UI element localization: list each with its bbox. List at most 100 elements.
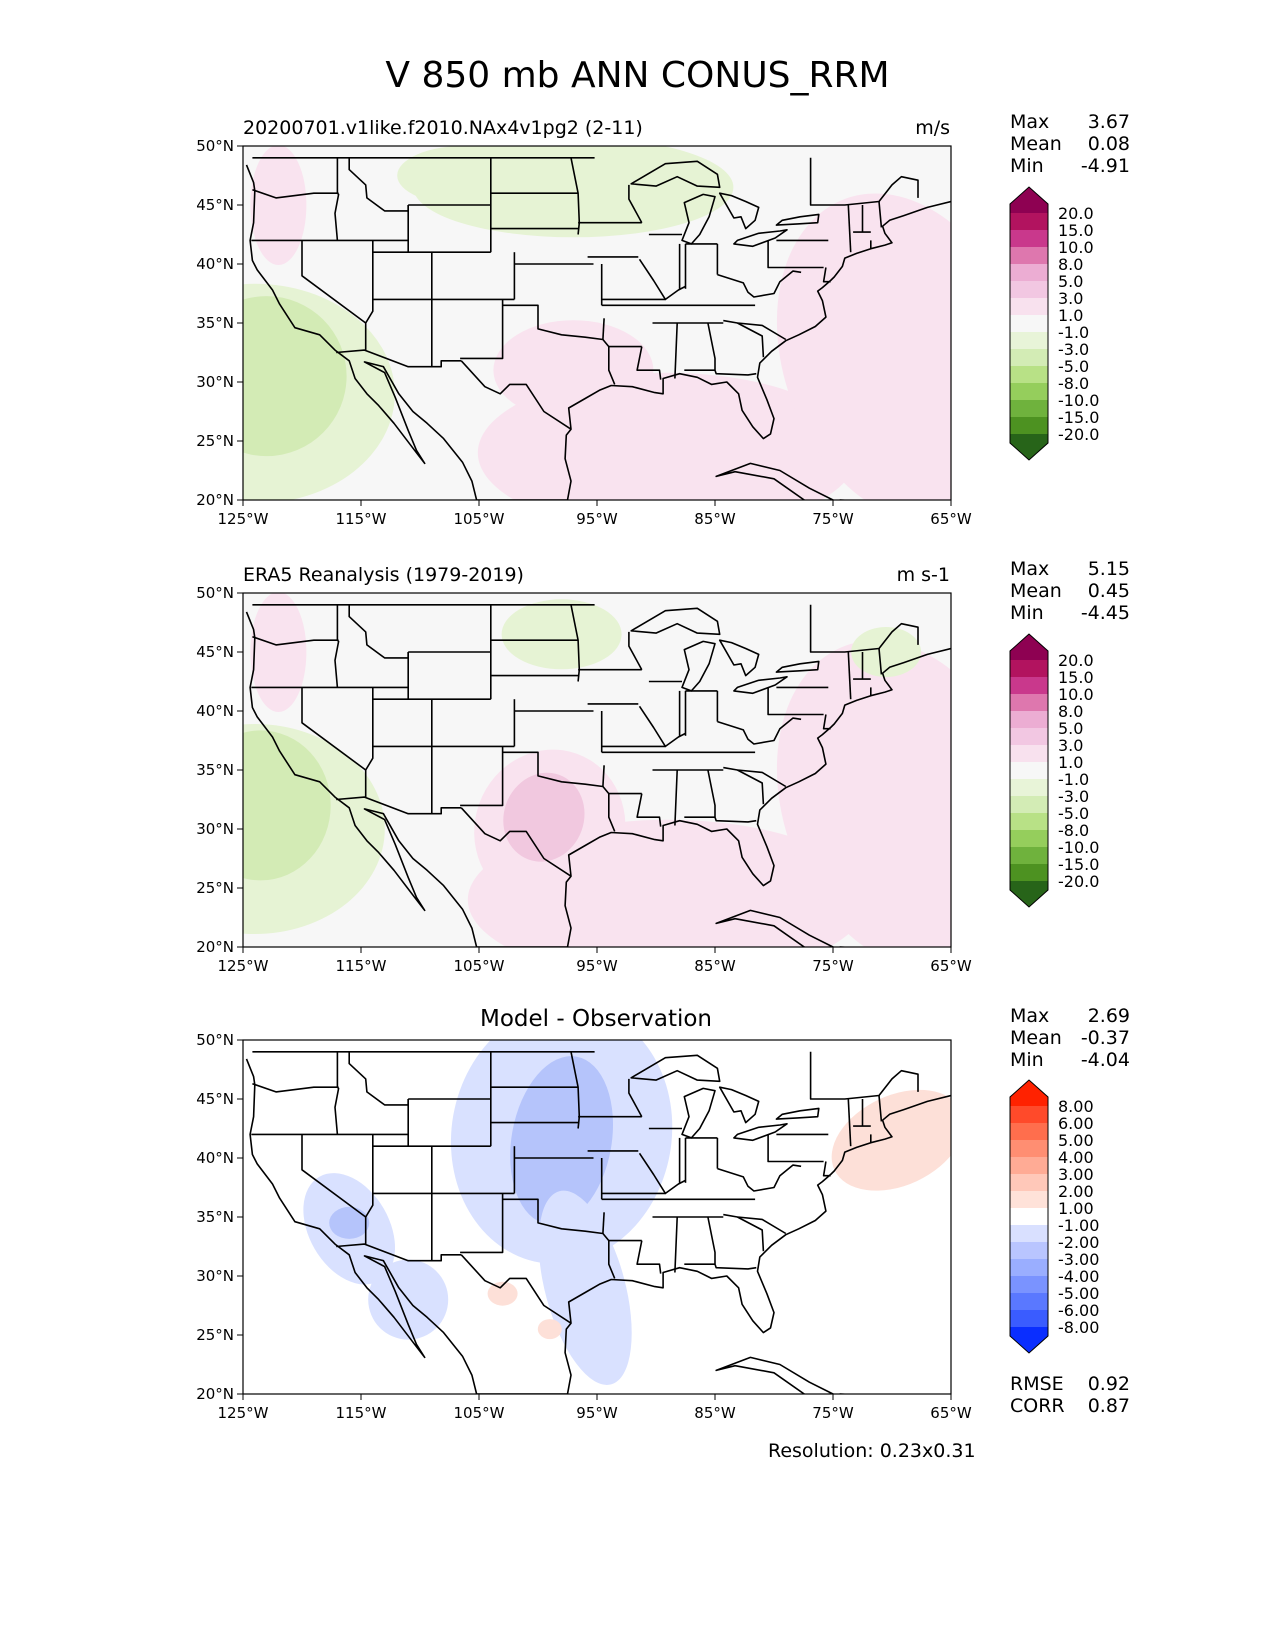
great-lake: [681, 640, 716, 692]
state-boundary: [301, 240, 367, 324]
caribbean-island: [715, 909, 834, 947]
great-lake: [733, 676, 788, 695]
map-body: [243, 1040, 951, 1394]
state-boundary: [628, 631, 643, 671]
lon-tick-label: 125°W: [218, 957, 269, 975]
colorbar-band: [1010, 349, 1048, 366]
great-lake: [733, 229, 788, 248]
lon-tick-label: 65°W: [930, 957, 972, 975]
lat-tick-label: 45°N: [196, 643, 234, 661]
great-lake: [630, 1054, 721, 1083]
colorbar-level-label: -3.0: [1058, 340, 1089, 359]
lon-tick-label: 85°W: [694, 1404, 736, 1422]
colorbar-level-label: -1.00: [1058, 1216, 1099, 1235]
colorbar-band: [1010, 762, 1048, 779]
state-boundary: [878, 1095, 883, 1122]
metric-label: CORR: [1010, 1395, 1065, 1417]
stat-label: Min: [1010, 1049, 1044, 1071]
state-boundary: [638, 258, 686, 301]
state-boundary: [638, 1152, 686, 1195]
state-boundary: [714, 369, 757, 376]
lon-tick-label: 125°W: [218, 1404, 269, 1422]
lat-tick-label: 45°N: [196, 1090, 234, 1108]
colorbar-level-label: 10.0: [1058, 238, 1094, 257]
state-boundary: [707, 1216, 716, 1265]
state-boundary: [737, 769, 765, 805]
atlantic-positive-bias: [831, 1089, 951, 1191]
stat-value: -0.37: [1080, 1027, 1130, 1049]
state-boundary: [717, 717, 802, 745]
panel-2-title: ERA5 Reanalysis (1979-2019): [243, 564, 524, 586]
stat-label: Max: [1010, 558, 1050, 580]
colorbar-band: [1010, 366, 1048, 383]
pacific-negative-core: [243, 730, 331, 881]
colorbar-band: [1010, 1276, 1048, 1293]
colorbar-level-label: 1.00: [1058, 1199, 1094, 1218]
colorbar-level-label: 20.0: [1058, 651, 1094, 670]
lat-tick-label: 30°N: [196, 373, 234, 391]
state-boundary: [822, 267, 831, 283]
lat-tick-label: 35°N: [196, 761, 234, 779]
colorbar-extension-top: [1010, 634, 1048, 660]
state-boundary: [252, 635, 339, 646]
colorbar-band: [1010, 1208, 1048, 1225]
state-boundary: [847, 651, 852, 700]
lat-tick-label: 35°N: [196, 1208, 234, 1226]
dakotas-negative: [501, 599, 622, 670]
state-boundary: [502, 751, 616, 832]
new-england-negative: [851, 627, 922, 677]
lon-tick-label: 75°W: [812, 957, 854, 975]
colorbar-level-label: -2.00: [1058, 1233, 1099, 1252]
montana-negative: [397, 146, 538, 206]
colorbar-band: [1010, 660, 1048, 677]
colorbar-level-label: 1.0: [1058, 306, 1083, 325]
stat-value: 0.45: [1087, 580, 1130, 602]
colorbar-band: [1010, 298, 1048, 315]
state-boundary: [301, 687, 367, 771]
state-boundary: [717, 270, 802, 298]
lat-tick-label: 20°N: [196, 1385, 234, 1403]
colorbar-band: [1010, 847, 1048, 864]
state-boundary: [723, 319, 787, 341]
colorbar-band: [1010, 694, 1048, 711]
lon-tick-label: 85°W: [694, 957, 736, 975]
state-boundary: [460, 807, 572, 877]
lat-tick-label: 30°N: [196, 820, 234, 838]
colorbar-extension-bottom: [1010, 434, 1048, 460]
state-boundary: [252, 188, 339, 199]
lat-tick-label: 25°N: [196, 879, 234, 897]
colorbar-band: [1010, 1259, 1048, 1276]
lat-tick-label: 40°N: [196, 702, 234, 720]
colorbar-level-label: -15.0: [1058, 408, 1099, 427]
lon-tick-label: 105°W: [454, 1404, 505, 1422]
state-boundary: [809, 157, 919, 206]
lon-tick-label: 75°W: [812, 1404, 854, 1422]
great-lake: [775, 1107, 820, 1120]
colorbar-level-label: -10.0: [1058, 391, 1099, 410]
colorbar-band: [1010, 813, 1048, 830]
colorbar-level-label: 5.0: [1058, 272, 1083, 291]
stat-value: 5.15: [1087, 558, 1130, 580]
state-boundary: [502, 1198, 616, 1279]
stat-label: Max: [1010, 111, 1050, 133]
state-boundary: [809, 1051, 919, 1100]
state-boundary: [714, 816, 757, 823]
state-boundary: [714, 1263, 757, 1270]
state-boundary: [636, 346, 662, 380]
colorbar-extension-bottom: [1010, 881, 1048, 907]
figure-title: V 850 mb ANN CONUS_RRM: [385, 55, 890, 96]
state-boundary: [767, 687, 824, 716]
lat-tick-label: 20°N: [196, 938, 234, 956]
colorbar-level-label: 8.00: [1058, 1097, 1094, 1116]
great-lake: [718, 639, 760, 677]
great-lake: [718, 192, 760, 230]
colorbar-level-label: 4.00: [1058, 1148, 1094, 1167]
colorbar-level-label: 5.00: [1058, 1131, 1094, 1150]
colorbar-level-label: -4.00: [1058, 1267, 1099, 1286]
colorbar-level-label: 3.0: [1058, 289, 1083, 308]
lon-tick-label: 95°W: [576, 1404, 618, 1422]
colorbar-band: [1010, 1106, 1048, 1123]
great-lake: [681, 1087, 716, 1139]
stat-value: 0.08: [1087, 133, 1130, 155]
lat-tick-label: 45°N: [196, 196, 234, 214]
